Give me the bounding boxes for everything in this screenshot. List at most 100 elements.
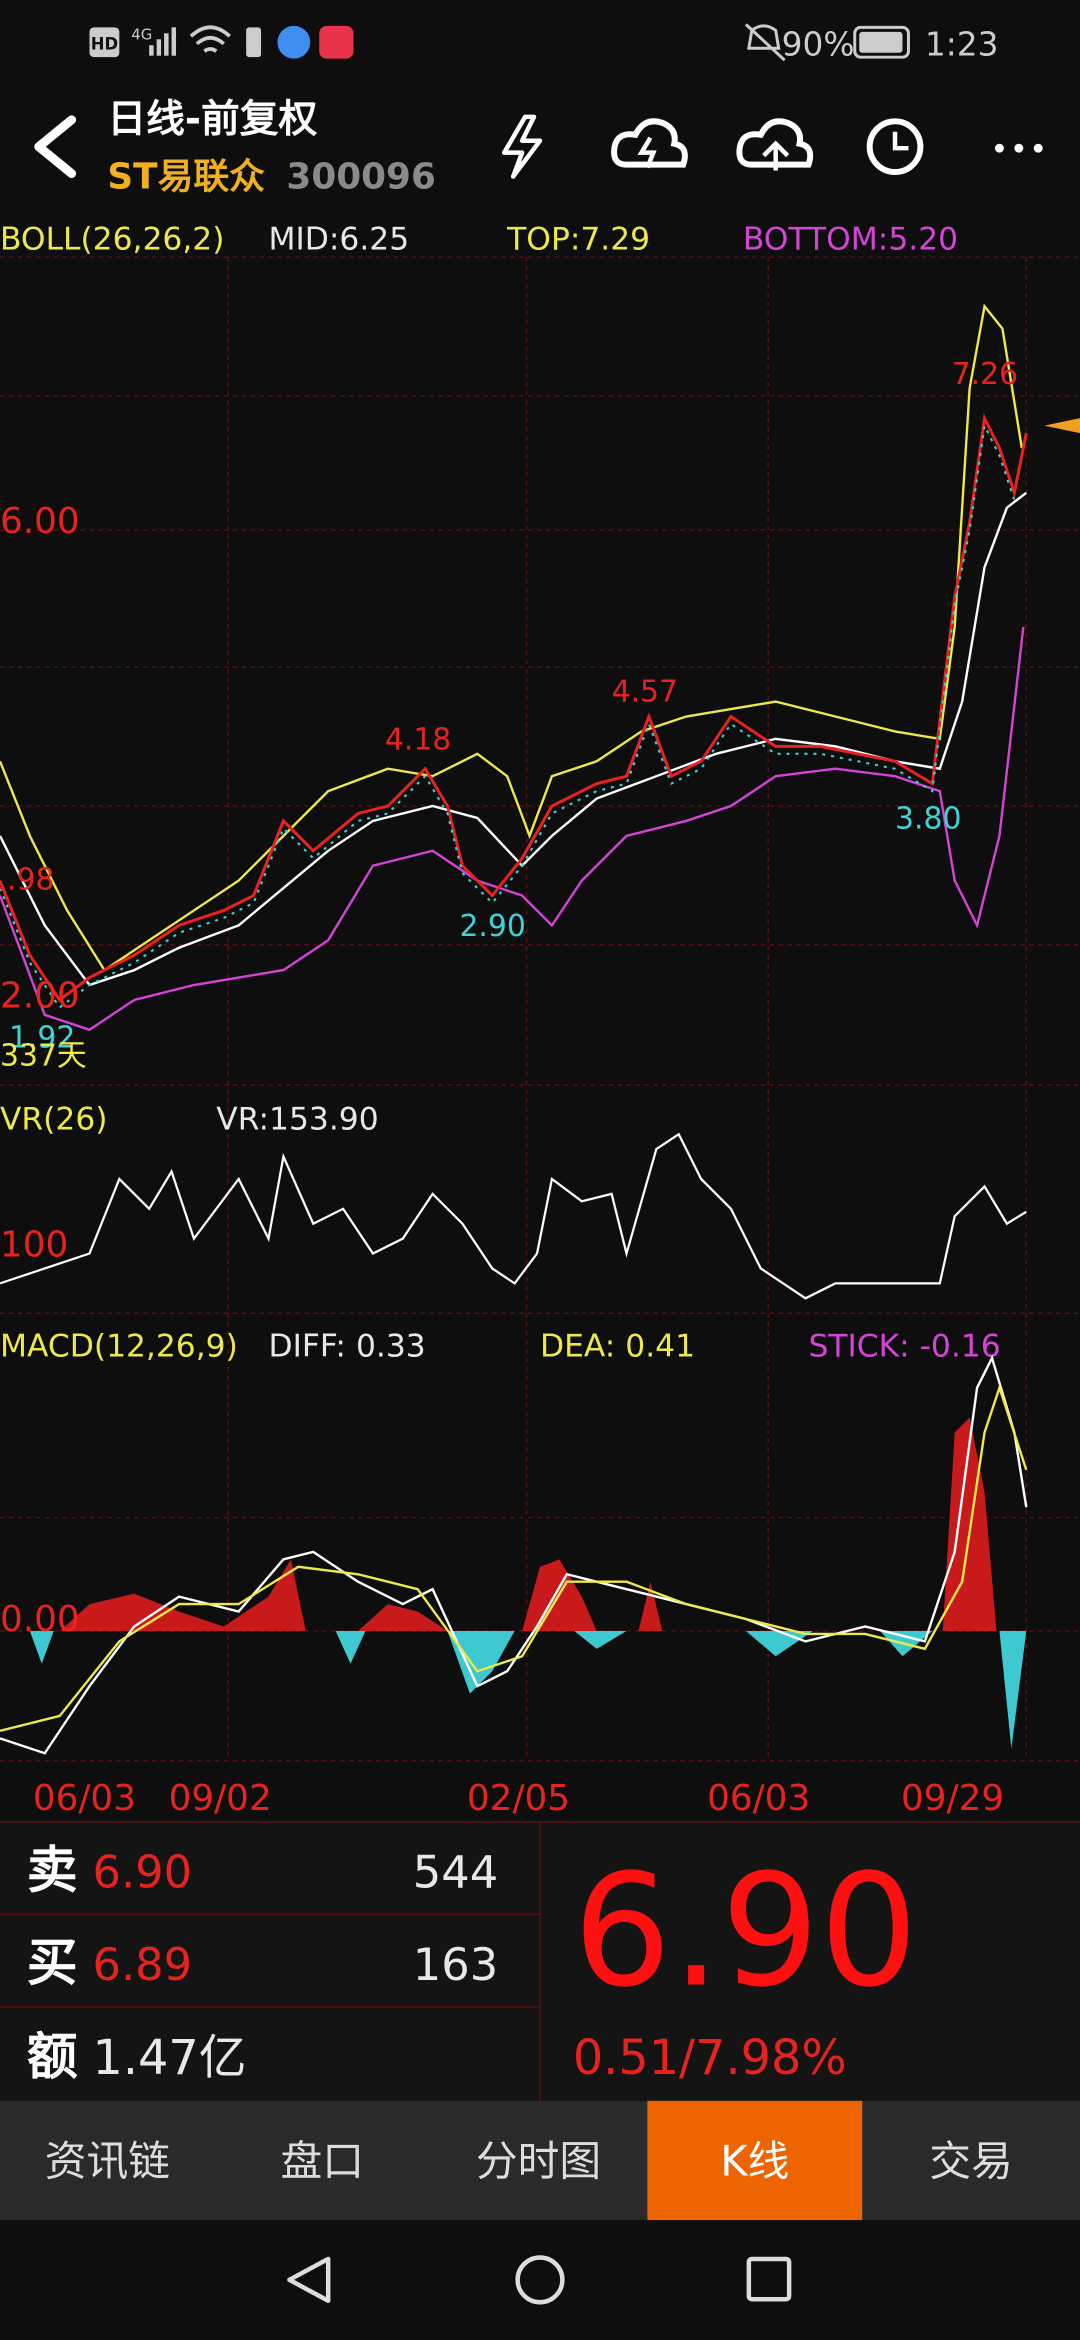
vr-label: VR(26) (0, 1102, 107, 1138)
axis-label: 2.00 (0, 975, 80, 1016)
signal (164, 33, 169, 56)
ask-price: 6.90 (92, 1846, 192, 1899)
tab-background (0, 2100, 1080, 2221)
price-annotation: 3.80 (895, 801, 961, 836)
axis-label: 100 (0, 1225, 68, 1266)
date-label: 06/03 (707, 1778, 810, 1819)
grid (0, 256, 1080, 1762)
cloud-flash-button[interactable] (611, 118, 688, 168)
tab[interactable]: 盘口 (280, 2136, 364, 2185)
history-hands (892, 131, 909, 151)
signal (171, 27, 177, 56)
tab[interactable]: K线 (720, 2136, 789, 2185)
price-annotation: 2.90 (459, 909, 525, 944)
amount-value: 1.47亿 (92, 2031, 246, 2086)
bid-label: 买 (27, 1933, 78, 1992)
app-icon (277, 25, 311, 59)
date-label: 06/03 (33, 1778, 136, 1819)
price-change: 0.51/7.98% (573, 2031, 847, 2086)
macd-label: MACD(12,26,9) (0, 1328, 238, 1364)
tab[interactable]: 资讯链 (45, 2136, 170, 2185)
macd-dea: DEA: 0.41 (540, 1328, 695, 1364)
stock-name: ST易联众 (107, 156, 265, 197)
macd-diff: DIFF: 0.33 (269, 1328, 426, 1364)
cloud-upload-button[interactable] (736, 118, 814, 168)
upper-band (0, 303, 1024, 972)
price-line-down (0, 422, 1016, 1009)
histogram-negative (335, 1630, 366, 1664)
histogram-negative (574, 1630, 627, 1649)
app-icon (319, 25, 354, 59)
hd-icon (89, 27, 120, 58)
flash-button[interactable] (501, 114, 543, 179)
ask-volume: 544 (413, 1846, 498, 1899)
hd-label: HD (91, 35, 118, 54)
network-label: 4G (131, 25, 152, 43)
cloud-upload-arrow (762, 140, 790, 171)
boll-bottom: BOTTOM:5.20 (743, 222, 958, 258)
price-annotation: 4.57 (612, 675, 678, 710)
price-line (0, 413, 1028, 1003)
chart-mode: 日线-前复权 (107, 97, 317, 142)
histogram-negative (29, 1630, 54, 1664)
date-label: 02/05 (467, 1778, 570, 1819)
tab-bar: 资讯链 盘口 分时图 K线 交易 (0, 2100, 1080, 2221)
bid-volume: 163 (413, 1938, 498, 1991)
vr-line (0, 1132, 1027, 1300)
status-bar: HD 4G 90% 1:23 (89, 23, 999, 64)
price-chart (0, 303, 1080, 1032)
histogram-positive (59, 1559, 306, 1631)
histogram-positive (638, 1581, 663, 1631)
header: 日线-前复权 ST易联众 300096 (34, 97, 1043, 197)
ask-label: 卖 (27, 1841, 78, 1900)
macd-stick: STICK: -0.16 (809, 1328, 1001, 1364)
axis-label: 6.00 (0, 501, 80, 542)
axis-label: 0.00 (0, 1599, 80, 1640)
lower-band (0, 626, 1025, 1032)
more-button[interactable] (994, 143, 1004, 153)
quote-panel: 卖 6.90 544 买 6.89 163 额 1.47亿 6.90 0.51/… (0, 1821, 1080, 2101)
nav-background (0, 2220, 1080, 2340)
more-button[interactable] (1033, 143, 1043, 153)
days-label: 337天 (0, 1039, 87, 1074)
macd-chart (0, 1354, 1028, 1755)
histogram-negative (447, 1630, 515, 1694)
last-price: 6.90 (573, 1840, 918, 2021)
date-label: 09/02 (169, 1778, 272, 1819)
bid-price: 6.89 (92, 1938, 192, 1991)
battery-icon (853, 25, 910, 59)
wifi-icon (189, 25, 231, 53)
tab[interactable]: 分时图 (476, 2136, 601, 2185)
tab[interactable]: 交易 (929, 2136, 1013, 2185)
clock: 1:23 (925, 26, 999, 64)
battery-small (246, 27, 262, 58)
histogram-negative (999, 1630, 1027, 1749)
dea-line (0, 1383, 1028, 1733)
nav-back[interactable] (287, 2256, 331, 2303)
battery-percent: 90% (782, 26, 855, 64)
nav-home[interactable] (515, 2255, 565, 2305)
price-annotation: 7.26 (952, 357, 1018, 392)
nav-recents[interactable] (746, 2256, 792, 2302)
amount-label: 额 (27, 2027, 78, 2086)
stock-code: 300096 (286, 156, 435, 197)
cloud-flash-bolt (637, 136, 657, 169)
boll-mid: MID:6.25 (269, 222, 410, 258)
boll-label: BOLL(26,26,2) (0, 222, 224, 258)
boll-top: TOP:7.29 (506, 222, 650, 258)
back-button[interactable] (34, 115, 77, 179)
price-annotation: 1.98 (0, 863, 54, 898)
mute-icon (744, 23, 786, 62)
vr-value: VR:153.90 (216, 1102, 378, 1138)
active-tab (647, 2100, 863, 2221)
more-button[interactable] (1014, 143, 1024, 153)
signal (156, 39, 162, 56)
battery-level (859, 31, 903, 53)
diff-line (0, 1354, 1028, 1755)
date-label: 09/29 (901, 1778, 1004, 1819)
history-button[interactable] (866, 118, 924, 176)
price-annotation: 4.18 (385, 722, 451, 757)
histogram-positive (358, 1604, 448, 1631)
